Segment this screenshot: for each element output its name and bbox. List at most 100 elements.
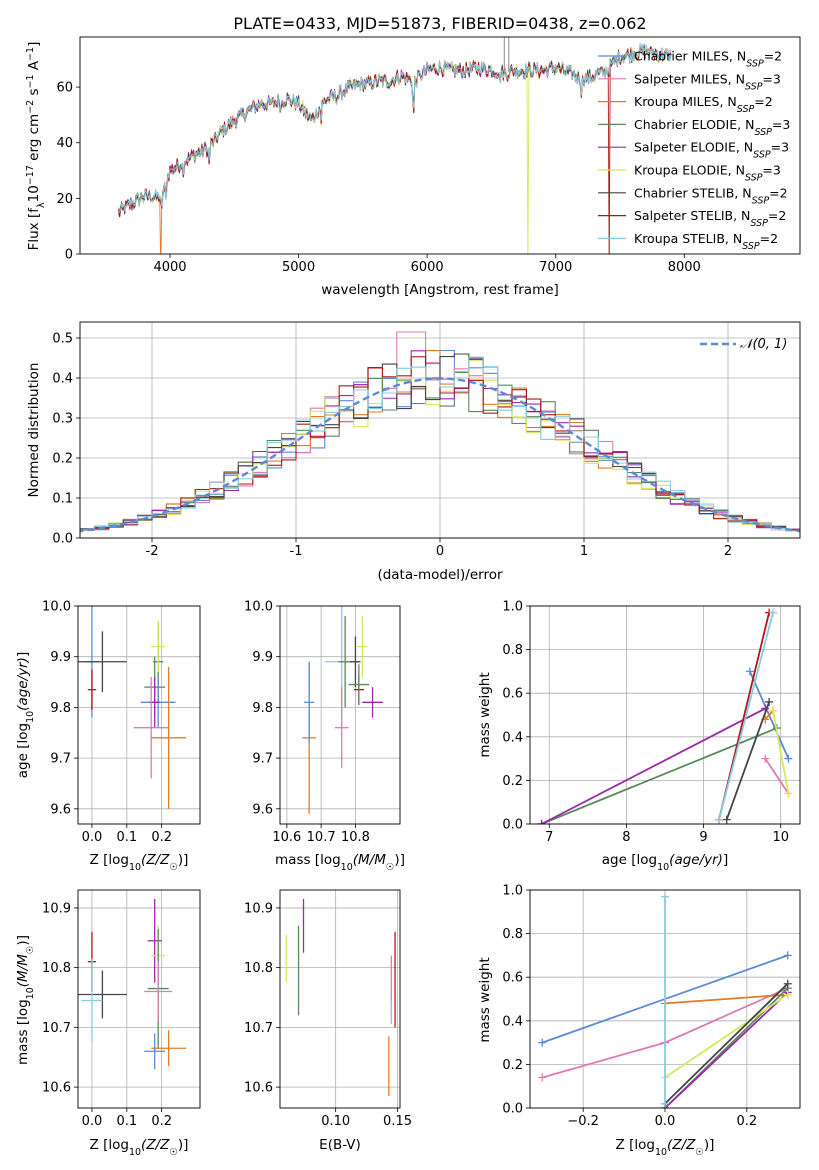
y-tick-label: 10.6 bbox=[244, 1081, 273, 1096]
weight-series-line bbox=[664, 983, 789, 1105]
legend-label: Chabrier ELODIE, NSSP=3 bbox=[634, 117, 790, 138]
errorbar-point bbox=[357, 616, 368, 677]
y-tick-label: 0.4 bbox=[502, 1014, 523, 1029]
y-tick-label: 9.7 bbox=[252, 752, 273, 767]
x-tick-label: 10.8 bbox=[341, 830, 370, 845]
legend-label: Chabrier STELIB, NSSP=2 bbox=[634, 185, 788, 206]
errorbar-point bbox=[78, 970, 127, 1019]
weight-series-line bbox=[664, 993, 789, 1079]
weight-series-line bbox=[764, 758, 790, 794]
frame-age_vs_mass: 10.6 10.7 10.8 9.6 9.7 9.8 9.9 10.0 mass [log10(… bbox=[244, 600, 405, 873]
y-tick-label: 9.8 bbox=[252, 701, 273, 716]
legend-label: Kroupa ELODIE, NSSP=3 bbox=[634, 163, 781, 184]
x-tick-label: 0.2 bbox=[151, 830, 172, 845]
plot-area-age_vs_Z bbox=[78, 606, 187, 809]
errorbar-point bbox=[338, 616, 352, 708]
weight-marker bbox=[538, 1038, 547, 1047]
weight-marker bbox=[783, 951, 792, 960]
y-axis-label: mass weight bbox=[477, 957, 493, 1042]
errorbar-point bbox=[151, 621, 166, 672]
y-tick-label: 1.0 bbox=[502, 884, 523, 899]
y-tick-label: 10.7 bbox=[244, 1021, 273, 1036]
axes-mass_vs_ebv: 0.10 0.15 10.6 10.7 10.8 10.9 E(B-V) bbox=[244, 889, 412, 1153]
y-tick-label: 0.6 bbox=[502, 687, 523, 702]
x-tick-label: 0.15 bbox=[383, 1114, 412, 1129]
x-axis-label: Z [log10(Z/Z☉)] bbox=[90, 1137, 189, 1158]
axes-age_vs_Z: 0.0 0.1 0.2 9.6 9.7 9.8 9.9 10.0 Z [log10(Z/Z☉)]… bbox=[15, 600, 201, 873]
weight-marker bbox=[715, 815, 723, 824]
spectrum-series bbox=[118, 43, 672, 213]
legend-label: Salpeter MILES, NSSP=3 bbox=[634, 71, 781, 92]
frame-age_vs_Z: 0.0 0.1 0.2 9.6 9.7 9.8 9.9 10.0 Z [log10(Z/Z☉)]… bbox=[15, 600, 201, 873]
x-tick-label: 10.6 bbox=[272, 830, 301, 845]
x-tick-label: 7 bbox=[545, 830, 553, 845]
weight-marker bbox=[661, 1099, 669, 1108]
errorbar-point bbox=[348, 664, 370, 705]
y-axis-label: mass weight bbox=[477, 672, 493, 757]
x-tick-label: 4000 bbox=[153, 260, 186, 275]
errorbar-point bbox=[304, 661, 315, 743]
y-tick-label: 9.7 bbox=[50, 752, 71, 767]
y-tick-label: 9.9 bbox=[252, 650, 273, 665]
weight-marker bbox=[765, 697, 774, 706]
plot-area-mass_vs_ebv bbox=[285, 898, 396, 1097]
axes-frame bbox=[279, 605, 401, 825]
x-axis-label: mass [log10(M/M☉)] bbox=[275, 852, 405, 873]
weight-series-line bbox=[725, 701, 770, 820]
y-tick-label: 0.2 bbox=[52, 452, 73, 467]
y-tick-label: 0.4 bbox=[502, 730, 523, 745]
x-tick-label: 2 bbox=[724, 544, 732, 559]
weight-marker bbox=[784, 789, 793, 798]
y-axis-label: Flux [fλ10−17 erg cm−2 s−1 A−1] bbox=[25, 42, 47, 251]
y-tick-label: 0.6 bbox=[502, 971, 523, 986]
errorbar-point bbox=[147, 898, 162, 983]
errorbar-point bbox=[87, 669, 97, 710]
y-tick-label: 0.1 bbox=[52, 492, 73, 507]
weight-marker bbox=[761, 754, 770, 763]
x-tick-label: 9 bbox=[699, 830, 707, 845]
y-tick-label: 10.8 bbox=[244, 961, 273, 976]
y-tick-label: 10.8 bbox=[42, 961, 71, 976]
y-tick-label: 9.8 bbox=[50, 701, 71, 716]
plot-area-mass_vs_Z bbox=[78, 898, 187, 1070]
legend-label: Kroupa MILES, NSSP=2 bbox=[634, 94, 773, 115]
plot-area-age_vs_mass bbox=[302, 606, 383, 814]
legend-label: Salpeter STELIB, NSSP=2 bbox=[634, 208, 786, 229]
x-tick-label: 10 bbox=[772, 830, 789, 845]
x-tick-label: 0.0 bbox=[82, 1114, 103, 1129]
x-tick-label: 7000 bbox=[539, 260, 572, 275]
errorbar-point bbox=[334, 687, 349, 769]
x-tick-label: 0.1 bbox=[116, 830, 137, 845]
axes-frame bbox=[77, 605, 201, 825]
y-tick-label: 0.2 bbox=[502, 1058, 523, 1073]
x-tick-label: 10.7 bbox=[307, 830, 336, 845]
y-tick-label: 0.8 bbox=[502, 927, 523, 942]
weight-marker bbox=[784, 754, 793, 763]
frame-mass_vs_Z: 0.0 0.1 0.2 10.6 10.7 10.8 10.9 Z [log10(Z/Z☉)]… bbox=[15, 889, 201, 1158]
x-tick-label: 0.0 bbox=[655, 1114, 676, 1129]
errorbar-point bbox=[78, 631, 127, 693]
weight-marker bbox=[722, 815, 731, 824]
x-tick-label: 1 bbox=[580, 544, 588, 559]
x-axis-label: E(B-V) bbox=[319, 1137, 361, 1153]
legend-label: 𝒩(0, 1) bbox=[740, 337, 787, 352]
y-tick-label: 0.4 bbox=[52, 372, 73, 387]
x-axis-label: Z [log10(Z/Z☉)] bbox=[90, 852, 189, 873]
axes-frame bbox=[79, 321, 801, 539]
y-tick-label: 0.2 bbox=[502, 774, 523, 789]
x-axis-label: wavelength [Angstrom, rest frame] bbox=[321, 282, 559, 298]
x-tick-label: -1 bbox=[290, 544, 303, 559]
y-tick-label: 60 bbox=[56, 81, 73, 96]
y-tick-label: 10.0 bbox=[244, 600, 273, 615]
axes-frame bbox=[529, 889, 801, 1109]
axes-spectrum: 4000 5000 6000 7000 8000 0 20 40 60 wavelength [A… bbox=[25, 36, 801, 298]
errorbar-point bbox=[362, 687, 383, 718]
weight-marker bbox=[661, 892, 669, 901]
x-tick-label: 6000 bbox=[411, 260, 444, 275]
y-tick-label: 0.8 bbox=[502, 643, 523, 658]
weight-marker bbox=[745, 667, 754, 676]
errorbar-point bbox=[81, 958, 103, 1043]
legend-label: Salpeter ELODIE, NSSP=3 bbox=[634, 140, 789, 161]
y-axis-label: mass [log10(M/M☉)] bbox=[15, 935, 36, 1065]
plot-area-spectrum bbox=[118, 37, 672, 254]
